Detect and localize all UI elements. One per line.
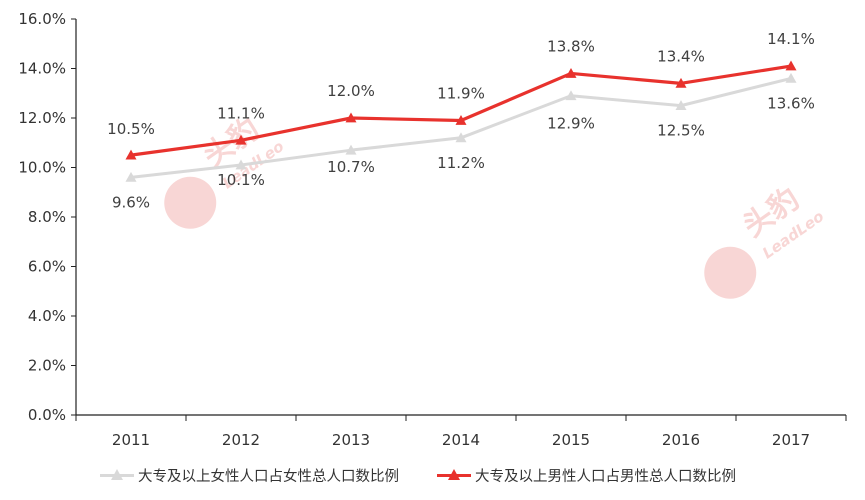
data-label-female: 9.6% <box>112 193 150 211</box>
data-label-male: 10.5% <box>107 120 155 138</box>
data-label-male: 13.4% <box>657 47 705 65</box>
x-tick-label: 2013 <box>332 431 370 449</box>
legend-swatch-male <box>437 468 471 482</box>
y-tick-label: 0.0% <box>28 406 66 424</box>
data-point-male <box>125 149 137 160</box>
y-tick-label: 6.0% <box>28 258 66 276</box>
data-label-male: 13.8% <box>547 37 595 55</box>
data-point-male <box>345 112 357 123</box>
data-point-male <box>235 134 247 145</box>
y-tick-label: 2.0% <box>28 357 66 375</box>
data-point-female <box>785 72 797 83</box>
data-point-female <box>235 159 247 170</box>
legend: 大专及以上女性人口占女性总人口数比例 大专及以上男性人口占男性总人口数比例 <box>100 462 840 488</box>
data-point-female <box>565 90 577 101</box>
data-point-male <box>675 77 687 88</box>
y-tick-label: 14.0% <box>18 60 66 78</box>
y-tick-label: 4.0% <box>28 307 66 325</box>
leopard-logo-icon <box>704 246 757 299</box>
triangle-marker-icon <box>111 469 123 480</box>
data-point-female <box>125 171 137 182</box>
y-tick-label: 12.0% <box>18 109 66 127</box>
legend-label-male: 大专及以上男性人口占男性总人口数比例 <box>475 468 736 485</box>
y-tick-label: 16.0% <box>18 10 66 28</box>
x-tick-label: 2011 <box>112 431 150 449</box>
data-label-male: 11.1% <box>217 104 265 122</box>
data-label-female: 12.5% <box>657 122 705 140</box>
data-point-female <box>455 132 467 143</box>
series-layer <box>125 60 797 182</box>
legend-item-female: 大专及以上女性人口占女性总人口数比例 <box>100 465 399 486</box>
data-label-male: 12.0% <box>327 82 375 100</box>
data-point-male <box>565 67 577 78</box>
triangle-marker-icon <box>448 469 460 480</box>
x-tick-label: 2012 <box>222 431 260 449</box>
x-tick-label: 2017 <box>772 431 810 449</box>
x-tick-label: 2015 <box>552 431 590 449</box>
y-tick-label: 10.0% <box>18 159 66 177</box>
y-tick-label: 8.0% <box>28 208 66 226</box>
data-point-male <box>785 60 797 71</box>
data-label-female: 13.6% <box>767 94 815 112</box>
data-label-female: 10.7% <box>327 158 375 176</box>
data-point-male <box>455 114 467 125</box>
legend-swatch-female <box>100 468 134 482</box>
data-label-male: 14.1% <box>767 30 815 48</box>
data-label-male: 11.9% <box>437 84 485 102</box>
x-tick-label: 2016 <box>662 431 700 449</box>
legend-label-female: 大专及以上女性人口占女性总人口数比例 <box>138 468 399 485</box>
data-point-female <box>345 144 357 155</box>
data-label-female: 12.9% <box>547 115 595 133</box>
legend-item-male: 大专及以上男性人口占男性总人口数比例 <box>437 465 736 486</box>
axes: 0.0% 2.0% 4.0% 6.0% 8.0% 10.0% 12.0% 14.0% 16.0%… <box>18 10 847 449</box>
data-label-female: 10.1% <box>217 171 265 189</box>
x-tick-label: 2014 <box>442 431 480 449</box>
data-point-female <box>675 100 687 111</box>
data-label-female: 11.2% <box>437 154 485 172</box>
data-labels: 9.6% 10.1% 10.7% 11.2% 12.9% 12.5% 13.6% 10.5% 1… <box>107 30 815 211</box>
leopard-logo-icon <box>164 176 217 229</box>
